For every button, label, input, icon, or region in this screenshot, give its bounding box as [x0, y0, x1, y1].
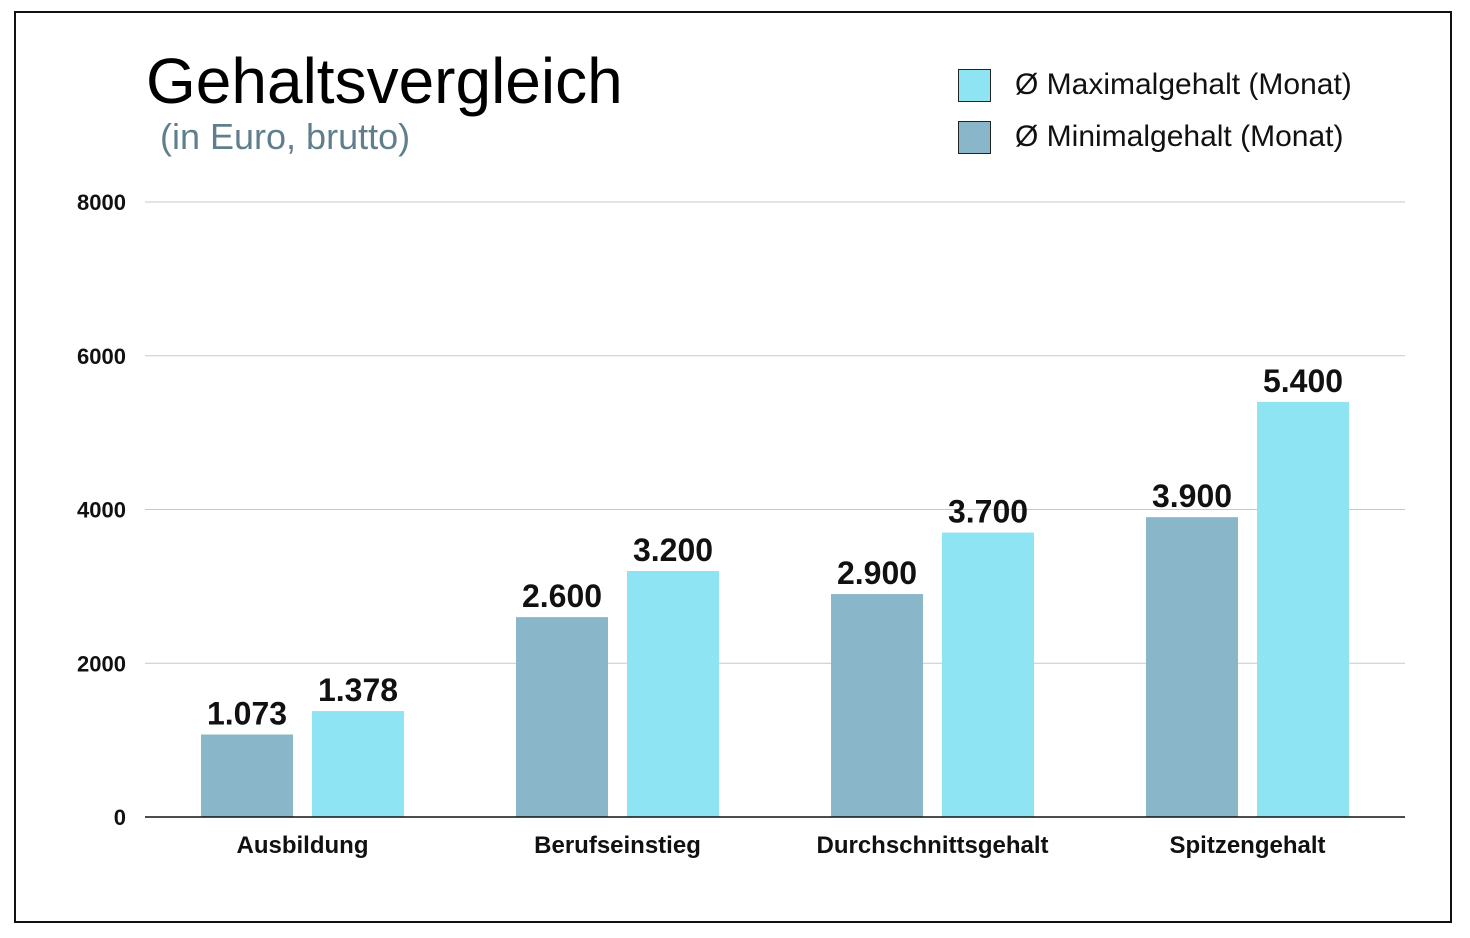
y-tick-label: 8000: [77, 190, 126, 215]
legend-swatch-max: [958, 68, 991, 102]
legend-label-min: Ø Minimalgehalt (Monat): [1015, 120, 1344, 153]
data-label: 2.600: [522, 578, 602, 614]
legend-item-min: Ø Minimalgehalt (Monat): [958, 120, 1343, 154]
bar: [1257, 401, 1349, 817]
chart-frame: [14, 11, 1452, 923]
data-label: 3.200: [633, 532, 713, 568]
chart-subtitle: (in Euro, brutto): [160, 116, 411, 157]
legend-swatch-min: [958, 120, 991, 154]
chart-title: Gehaltsvergleich: [146, 45, 623, 117]
bar: [831, 594, 923, 817]
legend-label-max: Ø Maximalgehalt (Monat): [1015, 68, 1352, 101]
bar: [627, 571, 719, 817]
bar: [201, 734, 293, 817]
data-label: 1.073: [207, 696, 287, 732]
x-tick-label: Spitzengehalt: [1169, 832, 1325, 859]
x-tick-label: Ausbildung: [237, 832, 369, 859]
y-tick-label: 0: [114, 805, 126, 830]
x-tick-label: Durchschnittsgehalt: [816, 832, 1048, 859]
data-label: 2.900: [837, 555, 917, 591]
bar: [1146, 517, 1238, 817]
data-label: 1.378: [318, 672, 398, 708]
bar: [942, 532, 1034, 817]
legend-item-max: Ø Maximalgehalt (Monat): [958, 68, 1352, 102]
y-tick-label: 6000: [77, 344, 126, 369]
y-tick-label: 4000: [77, 498, 126, 523]
y-tick-label: 2000: [77, 651, 126, 676]
data-label: 3.700: [948, 494, 1028, 530]
bar: [516, 617, 608, 817]
x-tick-label: Berufseinstieg: [534, 832, 701, 859]
data-label: 5.400: [1263, 363, 1343, 399]
data-label: 3.900: [1152, 478, 1232, 514]
bar: [312, 711, 404, 817]
